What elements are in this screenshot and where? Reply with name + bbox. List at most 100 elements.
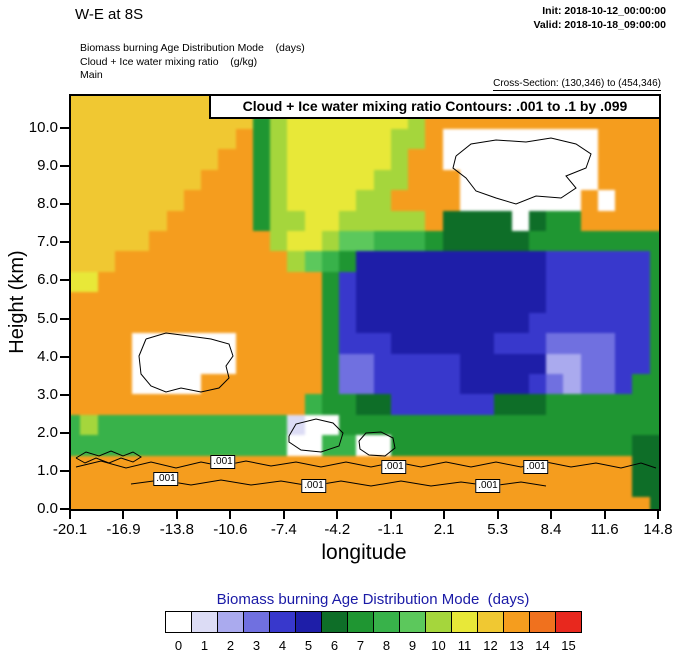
heatmap-cell: [546, 149, 564, 170]
heatmap-cell: [304, 374, 322, 395]
y-tick-mark: [60, 165, 69, 168]
heatmap-cell: [546, 435, 564, 456]
heatmap-cell: [321, 128, 340, 150]
heatmap-cell: [632, 333, 650, 354]
heatmap-cell: [80, 312, 98, 334]
heatmap-cell: [390, 312, 409, 334]
heatmap-cell: [166, 271, 184, 293]
heatmap-cell: [632, 292, 650, 313]
heatmap-cell: [132, 190, 150, 211]
heatmap-cell: [494, 312, 512, 334]
heatmap-cell: [304, 251, 322, 272]
heatmap-cell: [477, 374, 495, 395]
heatmap-cell: [373, 312, 391, 334]
heatmap-cell: [546, 292, 564, 313]
heatmap-cell: [528, 149, 547, 170]
colorbar-box: [217, 611, 244, 633]
heatmap-cell: [511, 190, 529, 211]
heatmap-cell: [270, 333, 288, 354]
heatmap-cell: [114, 149, 133, 170]
colorbar-tick-label: 0: [174, 638, 183, 653]
heatmap-cell: [270, 353, 288, 374]
heatmap-cell: [97, 374, 115, 395]
heatmap-cell: [477, 394, 495, 415]
heatmap-cell: [580, 476, 598, 497]
heatmap-cell: [321, 271, 340, 293]
heatmap-cell: [166, 292, 184, 313]
x-tick-label: 5.3: [487, 521, 509, 538]
heatmap-cell: [615, 292, 633, 313]
heatmap-cell: [252, 353, 271, 374]
heatmap-cell: [166, 333, 184, 354]
heatmap-cell: [183, 394, 202, 415]
heatmap-cell: [563, 333, 581, 354]
y-tick-label: 3.0: [37, 385, 58, 403]
heatmap-cell: [580, 149, 598, 170]
heatmap-cell: [459, 251, 478, 272]
colorbar-tick-label: 11: [457, 638, 472, 653]
colorbar-box: [503, 611, 530, 633]
heatmap-cell: [321, 149, 340, 170]
subtitle-domain: Main: [80, 69, 103, 82]
heatmap-cell: [373, 435, 391, 456]
heatmap-cell: [477, 496, 495, 509]
heatmap-cell: [632, 476, 650, 497]
heatmap-cell: [356, 210, 374, 231]
heatmap-cell: [80, 292, 98, 313]
subtitle-block: Biomass burning Age Distribution Mode (d…: [80, 42, 305, 83]
heatmap-cell: [166, 190, 184, 211]
heatmap-cell: [235, 455, 253, 477]
heatmap-cell: [425, 292, 443, 313]
heatmap-cell: [71, 190, 81, 211]
heatmap-cell: [321, 374, 340, 395]
heatmap-cell: [546, 394, 564, 415]
heatmap-cell: [235, 190, 253, 211]
heatmap-cell: [252, 292, 271, 313]
heatmap-cell: [442, 292, 460, 313]
y-tick-label: 4.0: [37, 347, 58, 365]
heatmap-cell: [114, 394, 133, 415]
heatmap-cell: [632, 251, 650, 272]
heatmap-cell: [373, 169, 391, 191]
heatmap-cell: [373, 251, 391, 272]
heatmap-cell: [597, 374, 616, 395]
heatmap-cell: [459, 210, 478, 231]
colorbar-box: [477, 611, 504, 633]
y-tick-mark: [60, 279, 69, 282]
heatmap-cell: [356, 312, 374, 334]
plot-clip: [71, 96, 659, 509]
heatmap-cell: [563, 476, 581, 497]
heatmap-cell: [649, 169, 659, 191]
heatmap-cell: [459, 455, 478, 477]
heatmap-cell: [149, 292, 167, 313]
heatmap-cell: [494, 333, 512, 354]
heatmap-cell: [597, 128, 616, 150]
heatmap-cell: [442, 374, 460, 395]
x-tick-label: -16.9: [106, 521, 141, 538]
heatmap-cell: [632, 210, 650, 231]
heatmap-cell: [442, 496, 460, 509]
heatmap-cell: [132, 169, 150, 191]
heatmap-cell: [252, 394, 271, 415]
heatmap-cell: [597, 353, 616, 374]
heatmap-cell: [80, 496, 98, 509]
heatmap-cell: [546, 312, 564, 334]
heatmap-cell: [287, 353, 305, 374]
y-tick-label: 9.0: [37, 157, 58, 175]
heatmap-cell: [649, 414, 659, 436]
heatmap-cell: [339, 435, 357, 456]
y-tick-label: 1.0: [37, 461, 58, 479]
heatmap-cell: [425, 435, 443, 456]
heatmap-cell: [149, 190, 167, 211]
heatmap-cell: [356, 149, 374, 170]
colorbar-tick-label: 9: [408, 638, 417, 653]
heatmap-cell: [252, 414, 271, 436]
heatmap-cell: [80, 414, 98, 436]
heatmap-cell: [183, 435, 202, 456]
heatmap-cell: [425, 169, 443, 191]
heatmap-cell: [563, 374, 581, 395]
heatmap-cell: [563, 435, 581, 456]
heatmap-cell: [132, 353, 150, 374]
heatmap-cell: [287, 149, 305, 170]
heatmap-cell: [71, 455, 81, 477]
